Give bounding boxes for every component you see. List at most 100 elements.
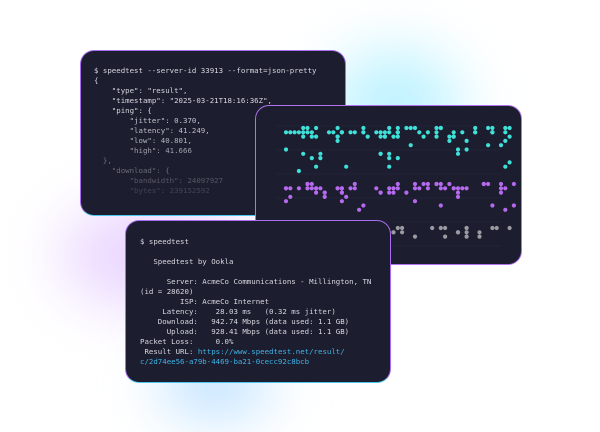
dot bbox=[503, 125, 508, 131]
dot bbox=[339, 199, 344, 204]
dot bbox=[473, 130, 478, 135]
dot bbox=[305, 181, 310, 187]
dot bbox=[288, 130, 293, 135]
result-line: Latency: 28.03 ms (0.32 ms jitter) bbox=[140, 307, 336, 316]
dot bbox=[309, 181, 314, 187]
dot bbox=[490, 203, 495, 208]
result-url-line: Result URL: https://www.speedtest.net/re… bbox=[140, 347, 390, 357]
dot bbox=[283, 147, 289, 152]
dot bbox=[382, 130, 387, 135]
result-line: Upload: 928.41 Mbps (data used: 1.1 GB) bbox=[140, 327, 350, 336]
result-url-link-cont[interactable]: c/2d74ee56-a79b-4469-ba21-0cecc92c8bcb bbox=[140, 357, 310, 366]
dot bbox=[382, 134, 387, 139]
json-line: "latency": 41.249, bbox=[94, 126, 210, 135]
dot bbox=[335, 134, 340, 139]
json-line: "ping": { bbox=[94, 106, 152, 115]
command-line: $ speedtest bbox=[140, 237, 189, 246]
dot bbox=[408, 143, 413, 148]
dot bbox=[455, 186, 461, 191]
dot-plot bbox=[276, 125, 516, 247]
dot bbox=[326, 130, 332, 135]
dot bbox=[412, 181, 418, 187]
dot bbox=[288, 186, 293, 191]
dot bbox=[361, 130, 366, 135]
dot bbox=[391, 190, 396, 195]
result-url-link[interactable]: https://www.speedtest.net/result/ bbox=[197, 347, 345, 356]
dot bbox=[339, 130, 344, 135]
dot bbox=[288, 194, 293, 199]
dot bbox=[451, 130, 456, 135]
dot bbox=[498, 190, 504, 195]
dot bbox=[460, 130, 465, 135]
dot bbox=[412, 199, 418, 204]
dot bbox=[391, 230, 396, 235]
dot bbox=[417, 186, 422, 191]
json-line: "high": 41.666 bbox=[94, 146, 192, 155]
result-line: Packet Loss: 0.0% bbox=[140, 337, 234, 346]
dot bbox=[477, 234, 482, 239]
dot bbox=[511, 203, 516, 208]
json-line: }, bbox=[94, 156, 112, 165]
dot bbox=[447, 138, 452, 143]
dot bbox=[412, 234, 418, 239]
dot bbox=[503, 130, 508, 135]
dot bbox=[503, 164, 508, 169]
dot bbox=[451, 186, 456, 191]
dot bbox=[395, 134, 400, 139]
dot bbox=[395, 186, 400, 191]
json-line: { bbox=[94, 76, 99, 85]
dot bbox=[309, 134, 314, 139]
dot bbox=[301, 130, 306, 135]
dot bbox=[486, 181, 491, 187]
json-line: "bandwidth": 24097927 bbox=[94, 176, 224, 185]
dot bbox=[348, 186, 353, 191]
dot bbox=[464, 225, 469, 231]
dot bbox=[447, 134, 452, 139]
dot bbox=[344, 194, 349, 199]
dot bbox=[391, 186, 396, 191]
dot bbox=[425, 186, 430, 191]
json-line: "type": "result", bbox=[94, 86, 188, 95]
dot bbox=[455, 190, 461, 195]
dot bbox=[498, 181, 504, 187]
json-line: $ speedtest --server-id 33913 --format=j… bbox=[94, 66, 317, 75]
dot bbox=[490, 130, 495, 135]
dot bbox=[387, 125, 392, 131]
dot bbox=[455, 147, 461, 152]
dot bbox=[486, 143, 491, 148]
dot bbox=[421, 181, 426, 187]
json-line: "download": { bbox=[94, 166, 170, 175]
dot bbox=[473, 125, 478, 131]
dot bbox=[387, 190, 392, 195]
dot bbox=[339, 190, 344, 195]
dot bbox=[387, 186, 392, 191]
dot bbox=[451, 134, 456, 139]
dot bbox=[318, 186, 323, 191]
dot bbox=[434, 181, 439, 187]
dot bbox=[283, 130, 289, 135]
dot bbox=[352, 130, 357, 135]
dot bbox=[464, 138, 469, 143]
dot bbox=[417, 130, 422, 135]
dot bbox=[296, 186, 301, 191]
json-line: "timestamp": "2025-03-21T18:16:36Z", bbox=[94, 96, 272, 105]
dot bbox=[434, 130, 439, 135]
dot bbox=[335, 186, 340, 191]
dot bbox=[296, 168, 301, 174]
dot bbox=[352, 181, 357, 187]
dot bbox=[305, 186, 310, 191]
dot bbox=[490, 225, 495, 231]
dot bbox=[511, 181, 516, 187]
dot bbox=[503, 138, 508, 143]
dot bbox=[477, 230, 482, 235]
result-line: (id = 28620) bbox=[140, 287, 194, 296]
json-line: "bytes": 239152592 bbox=[94, 186, 210, 195]
dot bbox=[425, 130, 430, 135]
dot bbox=[361, 203, 366, 208]
dot bbox=[425, 181, 430, 187]
dot bbox=[378, 130, 383, 135]
dot bbox=[361, 125, 366, 131]
dot bbox=[447, 181, 452, 187]
dot bbox=[498, 186, 504, 191]
dot bbox=[301, 134, 306, 139]
